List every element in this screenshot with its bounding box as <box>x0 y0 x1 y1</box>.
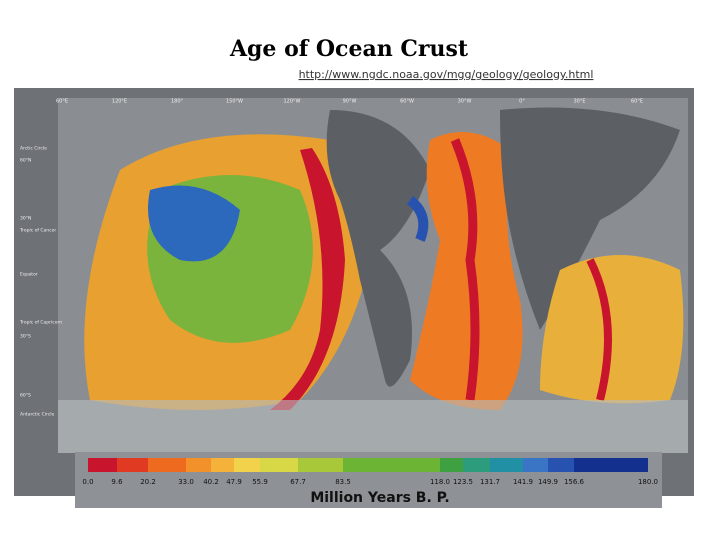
legend-swatch <box>440 458 463 472</box>
legend-label: 40.2 <box>203 478 219 486</box>
legend-label: 20.2 <box>140 478 156 486</box>
longitude-label: 30°W <box>458 99 472 105</box>
latitude-label: Equator <box>20 272 38 278</box>
longitude-label: 30°E <box>573 99 585 105</box>
americas <box>326 110 430 387</box>
legend-swatch <box>117 458 148 472</box>
legend-swatch <box>186 458 211 472</box>
east-pacific-rise <box>270 148 345 410</box>
latitude-label: Tropic of Capricorn <box>19 320 62 326</box>
link[interactable]: http://www.ngdc.noaa.gov/mgg/geology/geo… <box>299 68 594 81</box>
longitude-label: 0° <box>519 99 525 105</box>
legend-label: 123.5 <box>453 478 473 486</box>
longitude-label: 90°W <box>343 99 357 105</box>
africa-eurasia <box>500 107 680 330</box>
title: Age of Ocean Crust <box>229 36 469 62</box>
legend-swatch <box>234 458 260 472</box>
legend-swatch <box>548 458 574 472</box>
legend-label: 47.9 <box>226 478 242 486</box>
latitude-label: 30°S <box>20 334 31 340</box>
longitude-label: 60°E <box>631 99 643 105</box>
latitude-label: Antarctic Circle <box>20 412 54 418</box>
longitude-label: 180° <box>171 99 184 105</box>
legend-swatch <box>88 458 117 472</box>
legend-label: 149.9 <box>538 478 558 486</box>
indian-ridge <box>586 258 612 401</box>
longitude-label: 60°E <box>56 99 68 105</box>
antarctic <box>58 400 688 453</box>
legend-label: 55.9 <box>252 478 268 486</box>
atlantic <box>410 132 523 410</box>
legend-label: 156.6 <box>564 478 585 486</box>
map-labels: 60°E 120°E 180° 150°W 120°W 90°W 60°W 30°W 0° 30°… <box>19 99 643 418</box>
legend-swatch <box>574 458 648 472</box>
legend-swatch <box>298 458 343 472</box>
legend-swatch <box>463 458 490 472</box>
longitude-label: 150°W <box>226 99 243 105</box>
legend-label: 0.0 <box>82 478 93 486</box>
legend-label: 33.0 <box>178 478 194 486</box>
latitude-label: 60°N <box>20 158 31 164</box>
legend-swatch <box>343 458 440 472</box>
legend-swatch <box>211 458 234 472</box>
latitude-label: 30°N <box>20 216 31 222</box>
legend-swatch <box>523 458 548 472</box>
pacific-oldest <box>148 185 240 262</box>
legend-label: 131.7 <box>480 478 500 486</box>
legend-label: 67.7 <box>290 478 306 486</box>
longitude-label: 120°E <box>112 99 127 105</box>
atlantic-old <box>406 196 429 242</box>
legend-title: Million Years B. P. <box>310 490 449 506</box>
longitude-label: 60°W <box>400 99 414 105</box>
legend-label: 83.5 <box>335 478 351 486</box>
legend-swatch <box>260 458 298 472</box>
longitude-label: 120°W <box>284 99 301 105</box>
legend-label: 180.0 <box>638 478 658 486</box>
mid-atlantic-ridge <box>450 138 480 401</box>
latitude-label: Arctic Circle <box>20 146 47 152</box>
legend-swatch <box>490 458 523 472</box>
latitude-label: Tropic of Cancer <box>19 228 56 234</box>
legend-label: 141.9 <box>513 478 533 486</box>
latitude-label: 60°S <box>20 393 31 399</box>
legend-label: 118.0 <box>430 478 450 486</box>
legend-swatch <box>148 458 186 472</box>
legend: 0.0 9.6 20.2 33.0 40.2 47.9 55.9 67.7 83.5 118.0 1… <box>82 458 658 486</box>
legend-label: 9.6 <box>111 478 123 486</box>
